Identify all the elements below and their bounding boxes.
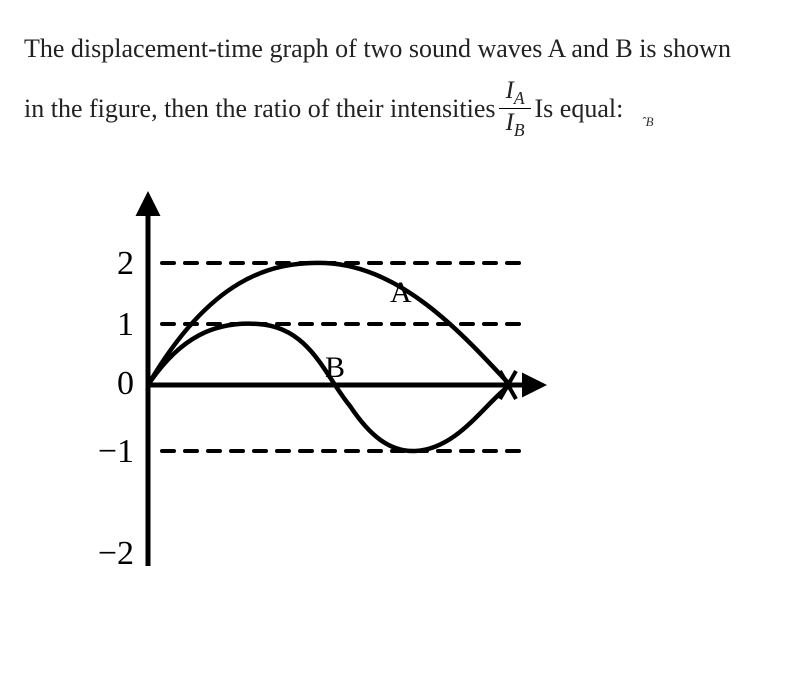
question-line2: in the figure, then the ratio of their i… xyxy=(24,77,776,141)
question-text: The displacement-time graph of two sound… xyxy=(24,20,776,141)
intensity-ratio-fraction: IA IB xyxy=(499,77,530,141)
y-tick-label: −1 xyxy=(98,433,134,470)
wave-a-label: A xyxy=(390,276,412,309)
fraction-numerator: IA xyxy=(499,77,530,109)
y-tick-label: −2 xyxy=(98,535,134,572)
y-tick-label: 0 xyxy=(117,365,134,402)
question-line1: The displacement-time graph of two sound… xyxy=(24,20,776,77)
y-tick-label: 2 xyxy=(117,245,134,282)
displacement-time-graph: 2 1 0 −1 −2 A B xyxy=(70,171,776,636)
y-tick-label: 1 xyxy=(117,306,134,343)
graph-svg: 2 1 0 −1 −2 A B xyxy=(70,171,550,631)
question-line2-text2: Is equal: xyxy=(535,80,624,137)
fraction-denominator: IB xyxy=(499,109,530,140)
stray-subscript: ˆB xyxy=(641,108,653,137)
question-line2-text1: in the figure, then the ratio of their i… xyxy=(24,80,495,137)
wave-b-label: B xyxy=(325,351,345,384)
